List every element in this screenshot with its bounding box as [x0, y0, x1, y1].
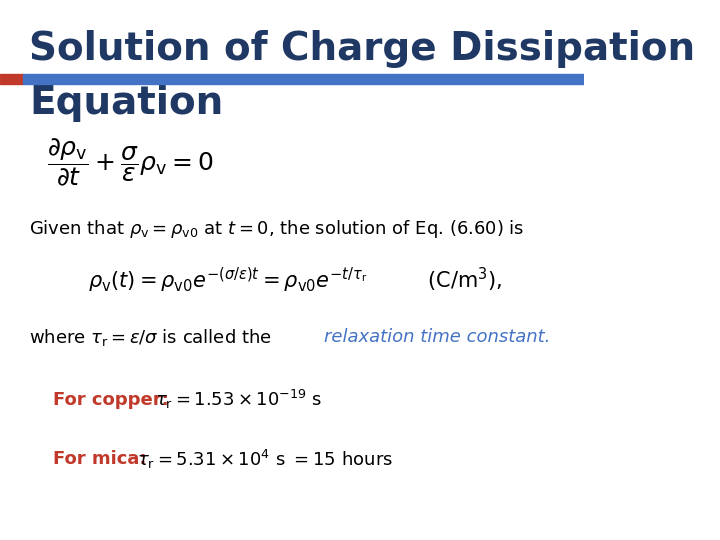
Text: Solution of Charge Dissipation: Solution of Charge Dissipation	[30, 30, 696, 68]
Text: Equation: Equation	[30, 84, 223, 122]
Text: For mica:: For mica:	[53, 450, 146, 468]
Bar	[23, 74, 584, 84]
Text: For copper:: For copper:	[53, 390, 168, 409]
Bar	[0, 74, 23, 84]
Text: $\tau_{\rm r} = 1.53 \times 10^{-19}\ {\rm s}$: $\tau_{\rm r} = 1.53 \times 10^{-19}\ {\…	[155, 388, 322, 411]
Text: $\dfrac{\partial \rho_{\rm v}}{\partial t} + \dfrac{\sigma}{\varepsilon}\rho_{\r: $\dfrac{\partial \rho_{\rm v}}{\partial …	[47, 136, 213, 188]
Text: where $\tau_{\rm r} = \varepsilon/\sigma$ is called the: where $\tau_{\rm r} = \varepsilon/\sigma…	[30, 327, 273, 348]
Text: $\tau_{\rm r} = 5.31 \times 10^{4}\ {\rm s}\ = 15\ {\rm hours}$: $\tau_{\rm r} = 5.31 \times 10^{4}\ {\rm…	[138, 448, 393, 470]
Text: Given that $\rho_{\rm v} = \rho_{\rm v0}$ at $t = 0$, the solution of Eq. (6.60): Given that $\rho_{\rm v} = \rho_{\rm v0}…	[30, 219, 525, 240]
Text: relaxation time constant.: relaxation time constant.	[324, 328, 551, 347]
Text: $\rho_{\rm v}(t) = \rho_{\rm v0}e^{-(\sigma/\varepsilon)t} = \rho_{\rm v0}e^{-t/: $\rho_{\rm v}(t) = \rho_{\rm v0}e^{-(\si…	[88, 266, 502, 295]
